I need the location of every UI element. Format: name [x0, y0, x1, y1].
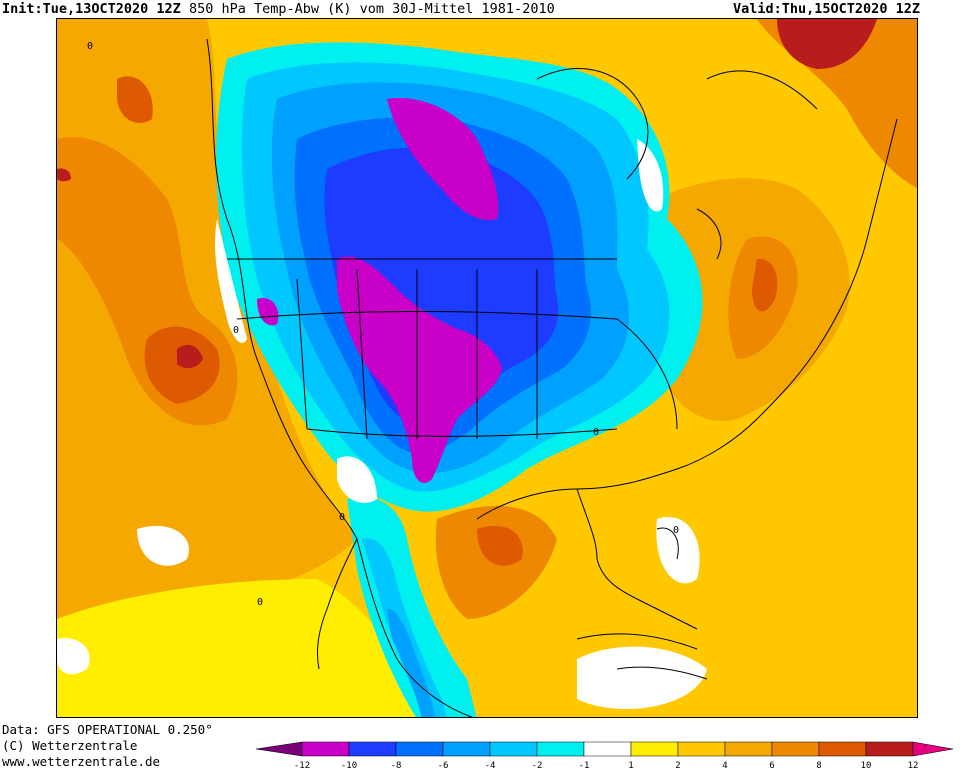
- color-legend: -12 -10 -8 -6 -4 -2 -1 1 2 4 6 8 10 12: [256, 741, 954, 771]
- field-neutral-west: [215, 219, 247, 343]
- valid-label: Valid:: [733, 1, 782, 17]
- legend-swatch: [301, 741, 350, 757]
- legend-tick-label: 8: [816, 761, 821, 771]
- valid-value: Thu,15OCT2020 12Z: [781, 1, 920, 17]
- init-value: Tue,13OCT2020 12Z: [42, 1, 181, 17]
- legend-arrow-left: [256, 741, 303, 757]
- field-sw-white: [57, 638, 90, 675]
- legend-swatch: [348, 741, 397, 757]
- valid-header: Valid:Thu,15OCT2020 12Z: [733, 0, 920, 18]
- data-source: Data: GFS OPERATIONAL 0.250°: [2, 722, 213, 737]
- legend-tick-label: -12: [294, 761, 310, 771]
- field-nw-peak: [57, 168, 71, 182]
- field-nw-core: [117, 76, 153, 123]
- legend-tick-label: 12: [908, 761, 919, 771]
- legend-swatch: [818, 741, 867, 757]
- contour-label: 0: [593, 427, 599, 438]
- contour-labels: 0 0 0 0 0 0: [87, 41, 679, 608]
- field-ne-dark: [757, 19, 917, 188]
- legend-tick-label: 4: [722, 761, 727, 771]
- field-gulf-core: [477, 525, 523, 566]
- contour-label: 0: [257, 597, 263, 608]
- init-label: Init:: [2, 1, 43, 17]
- legend-arrow-right: [912, 741, 954, 757]
- legend-tick-label: 6: [769, 761, 774, 771]
- init-header: Init:Tue,13OCT2020 12Z 850 hPa Temp-Abw …: [2, 0, 555, 18]
- legend-tick-label: -6: [438, 761, 449, 771]
- product-title: 850 hPa Temp-Abw (K) vom 30J-Mittel 1981…: [188, 1, 555, 17]
- field-neutral-hudson: [637, 139, 664, 212]
- legend-swatch: [489, 741, 538, 757]
- legend-tick-label: -8: [391, 761, 402, 771]
- field-neutral-baja: [337, 456, 377, 503]
- field-nw-white: [137, 525, 189, 566]
- legend-tick-label: 10: [861, 761, 872, 771]
- legend-swatch: [724, 741, 773, 757]
- legend-swatch: [442, 741, 491, 757]
- field-mexico-m4: [387, 608, 435, 717]
- copyright: (C) Wetterzentrale: [2, 738, 138, 753]
- legend-tick-label: 2: [675, 761, 680, 771]
- field-subtropic: [57, 579, 436, 717]
- legend-tick-label: -1: [579, 761, 590, 771]
- field-cold-m10-west: [257, 298, 279, 326]
- legend-swatch: [583, 741, 632, 757]
- legend-tick-label: -10: [341, 761, 357, 771]
- legend-tick-label: -2: [532, 761, 543, 771]
- field-cold-m10-south: [337, 256, 502, 483]
- legend-swatch: [771, 741, 820, 757]
- legend-tick-label: -4: [485, 761, 496, 771]
- field-cold-m10-north: [387, 98, 499, 220]
- coastlines: [206, 38, 898, 717]
- contour-label: 0: [339, 512, 345, 523]
- legend-swatch: [536, 741, 585, 757]
- legend-swatch: [677, 741, 726, 757]
- field-ne-core: [777, 19, 877, 69]
- legend-tick-label: 1: [628, 761, 633, 771]
- contour-label: 0: [233, 325, 239, 336]
- anomaly-map: 0 0 0 0 0 0: [56, 18, 918, 718]
- legend-swatch: [630, 741, 679, 757]
- field-caribbean-white: [577, 646, 707, 709]
- field-pacific-peak: [177, 344, 203, 369]
- map-canvas: 0 0 0 0 0 0: [57, 19, 917, 717]
- contour-label: 0: [87, 41, 93, 52]
- contour-label: 0: [673, 525, 679, 536]
- website-url: www.wetterzentrale.de: [2, 754, 161, 769]
- field-east-core: [752, 258, 778, 312]
- legend-swatch: [395, 741, 444, 757]
- legend-swatch: [865, 741, 914, 757]
